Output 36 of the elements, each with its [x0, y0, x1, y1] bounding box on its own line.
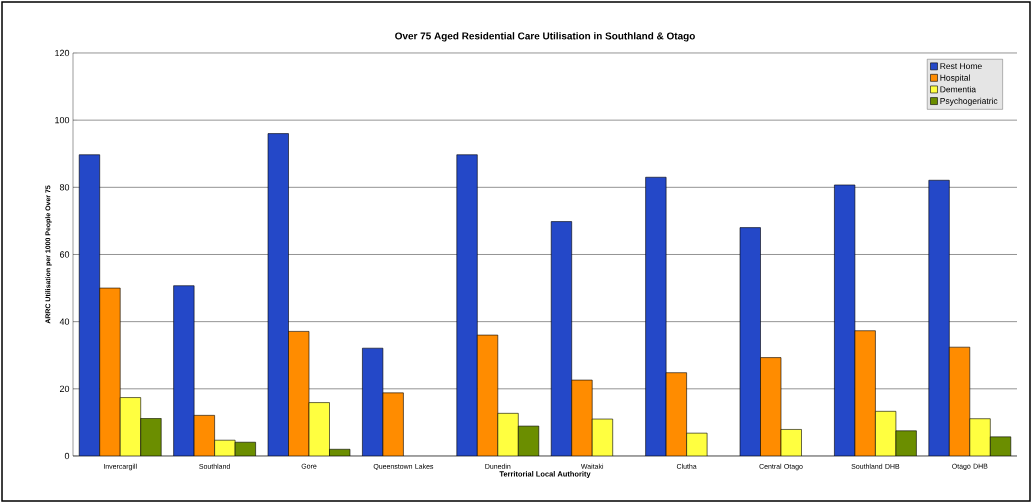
bar — [477, 335, 498, 456]
bar — [969, 418, 991, 456]
chart-title: Over 75 Aged Residential Care Utilisation in Southland & Otago — [395, 32, 695, 42]
bar — [382, 392, 404, 456]
bar — [645, 177, 667, 456]
bar — [666, 372, 687, 456]
y-tick-label: 100 — [55, 116, 70, 124]
bar — [834, 184, 855, 456]
y-tick-label: 80 — [59, 184, 70, 191]
bar — [928, 179, 950, 456]
y-tick-label: 120 — [55, 49, 70, 57]
bar — [120, 397, 141, 456]
bar — [760, 357, 782, 456]
y-tick-label: 20 — [59, 385, 70, 392]
bar — [79, 154, 100, 456]
bar — [268, 133, 289, 456]
bar — [949, 346, 971, 456]
bar — [288, 331, 310, 456]
bar — [362, 348, 383, 456]
bar — [173, 285, 195, 456]
bar — [497, 413, 519, 456]
y-tick-label: 0 — [64, 452, 70, 460]
y-tick-label: 60 — [59, 251, 70, 258]
legend-label: Psychogeriatric — [940, 97, 998, 106]
bar — [740, 227, 761, 456]
bar — [309, 402, 330, 456]
bar — [551, 221, 572, 456]
bar — [140, 418, 162, 456]
legend-label: Hospital — [940, 74, 970, 83]
bar — [456, 154, 478, 456]
bar — [99, 288, 121, 456]
bar — [571, 380, 593, 456]
y-tick-label: 40 — [59, 318, 70, 325]
bar — [854, 330, 876, 456]
legend-label: Dementia — [940, 86, 977, 93]
legend-label: Rest Home — [940, 63, 982, 70]
